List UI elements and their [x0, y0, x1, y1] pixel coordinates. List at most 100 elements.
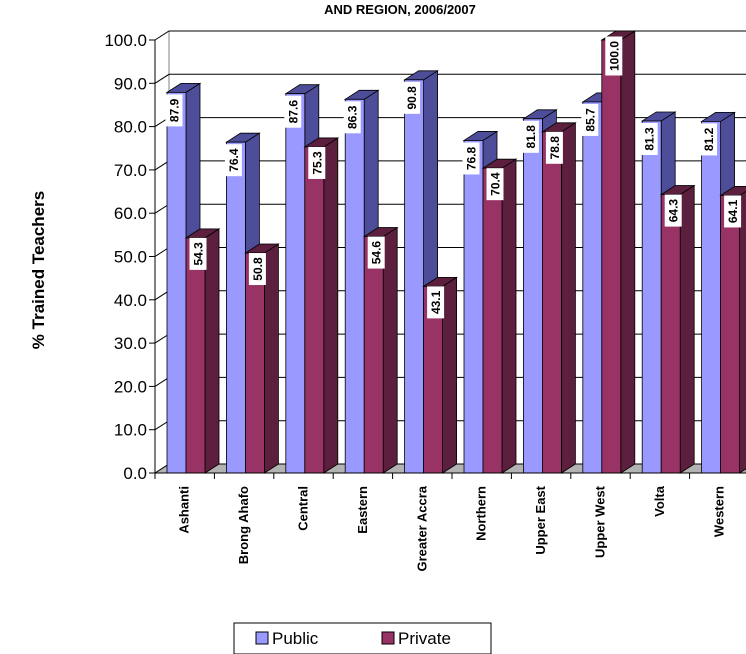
bar-private: [303, 137, 340, 474]
bar-private: [719, 186, 746, 474]
data-label-public-bg: [165, 94, 183, 127]
data-label-public: 87.9: [165, 94, 183, 127]
data-labels: 87.9 54.3 76.4 50.8 87.6 75.3 86.3 54.6 90.8 43.1…: [165, 36, 742, 319]
data-label-private: 64.1: [724, 195, 742, 228]
legend-frame: [233, 622, 492, 654]
data-label-private-text: 78.8: [548, 136, 562, 160]
y-tick-label: 10.0: [114, 421, 147, 440]
bar-private-side: [204, 228, 220, 474]
data-label-public: 85.7: [581, 103, 599, 136]
data-label-private: 75.3: [308, 146, 326, 179]
data-label-private: 100.0: [605, 36, 623, 76]
bar-private-front: [185, 237, 206, 474]
bar-private-side: [739, 190, 746, 474]
legend-label-private: Private: [398, 629, 451, 648]
data-label-public-text: 81.2: [702, 127, 716, 151]
data-label-private-bg: [248, 253, 266, 286]
chart-title: AND REGION, 2006/2007: [324, 2, 476, 17]
y-tick-label: 80.0: [114, 118, 147, 137]
bar-public-front: [582, 101, 603, 474]
data-label-private-text: 50.8: [251, 257, 265, 281]
legend: Public Private: [233, 622, 492, 654]
y-tick-label: 40.0: [114, 291, 147, 310]
data-label-private: 54.6: [367, 236, 385, 269]
data-label-public-text: 81.8: [524, 125, 538, 149]
y-tick-label: 70.0: [114, 161, 147, 180]
data-label-public-bg: [581, 103, 599, 136]
legend-swatch-public: [255, 631, 269, 645]
bar-private-front: [244, 252, 265, 474]
data-label-public: 86.3: [343, 101, 361, 134]
data-label-private-bg: [605, 36, 623, 76]
data-label-private-text: 64.1: [726, 199, 740, 223]
data-label-public: 81.2: [700, 123, 718, 156]
bar-public-front: [701, 121, 721, 474]
data-label-public-text: 85.7: [583, 108, 597, 132]
data-label-private-bg: [724, 195, 742, 228]
x-tick-label: Central: [296, 486, 311, 531]
y-tick-label: 100.0: [104, 31, 147, 50]
y-tick-label: 30.0: [114, 334, 147, 353]
bar-private: [362, 226, 399, 474]
data-label-private-bg: [545, 131, 563, 164]
y-tick-label: 0.0: [123, 464, 147, 483]
bar-private-side: [382, 226, 398, 474]
data-label-private-text: 100.0: [607, 41, 621, 71]
legend-label-public: Public: [272, 629, 319, 648]
x-tick-label: Greater Accra: [414, 485, 429, 571]
bar-private-side: [561, 122, 576, 474]
data-label-public-text: 87.6: [286, 100, 300, 124]
bar-private-front: [363, 236, 384, 474]
data-label-public-bg: [284, 95, 302, 128]
data-label-private-bg: [189, 237, 207, 270]
data-label-public: 76.8: [462, 142, 480, 175]
data-label-private: 54.3: [189, 237, 207, 270]
x-tick-label: Brong Ahafo: [236, 486, 251, 564]
data-label-public-bg: [343, 101, 361, 134]
bar-public-front: [641, 120, 662, 474]
bar-public-front: [166, 91, 187, 474]
data-label-public-text: 81.3: [643, 127, 657, 151]
x-tick-label: Volta: [652, 485, 667, 517]
data-label-public: 81.3: [640, 122, 658, 155]
bar-private-front: [660, 194, 681, 474]
x-tick-label: Upper East: [533, 485, 548, 554]
bar-public-front: [523, 118, 543, 474]
bar-private-side: [442, 276, 458, 474]
axes: 0.0 10.0 20.0 30.0 40.0 50.0 60.0 70.0 80.0 90.0 1…: [104, 31, 746, 572]
data-label-private-text: 54.6: [370, 241, 384, 265]
gridline: [154, 73, 746, 84]
data-label-private-text: 70.4: [489, 172, 503, 196]
data-label-public-bg: [640, 122, 658, 155]
y-tick-label: 90.0: [114, 74, 147, 93]
data-label-public-bg: [700, 123, 718, 156]
data-label-private-text: 54.3: [192, 242, 206, 266]
bar-private-side: [501, 158, 517, 474]
data-label-private-bg: [427, 286, 445, 319]
bar-private: [422, 276, 458, 474]
bars: [165, 30, 746, 474]
data-label-public: 87.6: [284, 95, 302, 128]
data-label-private: 78.8: [545, 131, 563, 164]
bar-private: [481, 158, 518, 474]
data-label-private-text: 75.3: [310, 151, 324, 175]
x-tick-label: Ashanti: [177, 486, 192, 534]
y-tick-label: 60.0: [114, 204, 147, 223]
data-label-public-bg: [224, 144, 242, 177]
bar-public-front: [285, 93, 306, 474]
bar-public-front: [225, 141, 246, 474]
y-tick-label: 50.0: [114, 248, 147, 267]
bar-private-front: [542, 131, 562, 474]
data-label-private-bg: [664, 194, 682, 227]
data-label-public: 76.4: [224, 144, 242, 177]
x-tick-label: Northern: [474, 486, 489, 541]
bar-private: [659, 184, 696, 474]
gridline: [154, 30, 746, 41]
bar-private-side: [263, 243, 279, 474]
bar-public-front: [344, 98, 365, 474]
data-label-private-bg: [367, 236, 385, 269]
data-label-public-text: 90.8: [405, 86, 419, 110]
x-tick-label: Eastern: [355, 486, 370, 534]
data-label-private: 50.8: [248, 253, 266, 286]
